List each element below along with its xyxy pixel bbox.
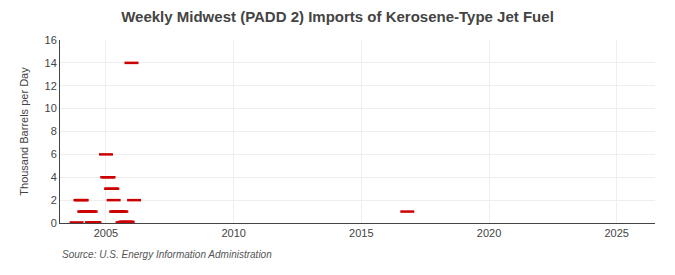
svg-text:4: 4 bbox=[51, 171, 57, 183]
svg-text:14: 14 bbox=[45, 57, 57, 69]
svg-text:6: 6 bbox=[51, 148, 57, 160]
svg-text:2: 2 bbox=[51, 194, 57, 206]
svg-text:Thousand Barrels per Day: Thousand Barrels per Day bbox=[18, 67, 30, 196]
svg-text:2025: 2025 bbox=[604, 227, 628, 239]
svg-text:2005: 2005 bbox=[94, 227, 118, 239]
svg-text:2015: 2015 bbox=[349, 227, 373, 239]
svg-text:Weekly Midwest (PADD 2) Import: Weekly Midwest (PADD 2) Imports of Keros… bbox=[121, 8, 554, 25]
svg-text:2010: 2010 bbox=[221, 227, 245, 239]
svg-text:Source: U.S. Energy Informatio: Source: U.S. Energy Information Administ… bbox=[62, 249, 272, 260]
svg-text:10: 10 bbox=[45, 102, 57, 114]
svg-text:0: 0 bbox=[51, 217, 57, 229]
svg-text:2020: 2020 bbox=[477, 227, 501, 239]
svg-text:16: 16 bbox=[45, 34, 57, 46]
svg-text:12: 12 bbox=[45, 80, 57, 92]
svg-text:8: 8 bbox=[51, 125, 57, 137]
